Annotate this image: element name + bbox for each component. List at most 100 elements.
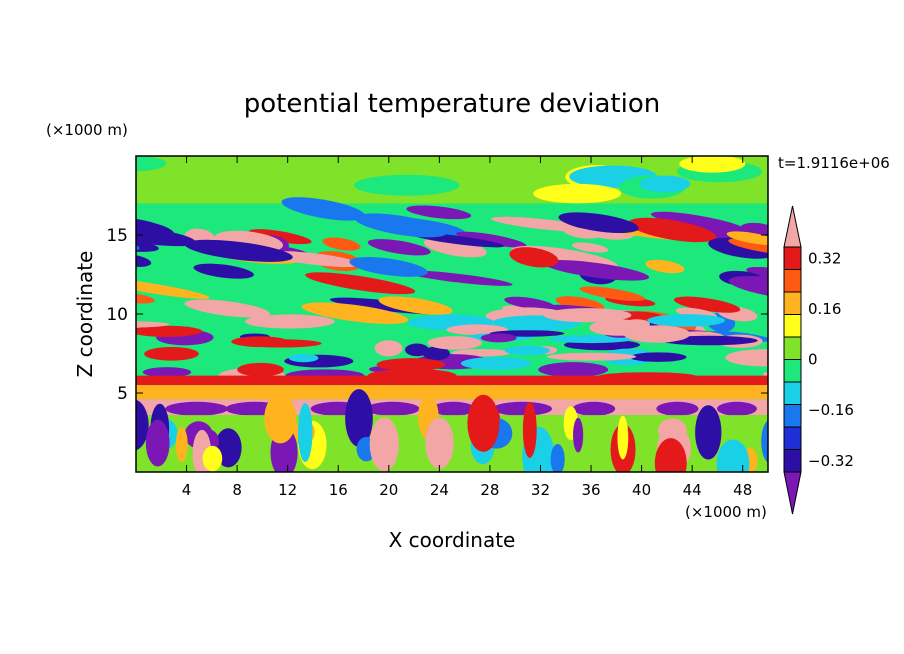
wave-blob [349, 257, 428, 277]
colorbar-tick-label: 0.32 [808, 249, 841, 267]
convective-cell [695, 405, 722, 460]
colorbar-box [783, 246, 802, 270]
mixed-blob [239, 339, 322, 348]
convective-cell [573, 417, 584, 453]
y-tick-label: 10 [106, 305, 128, 325]
mixed-blob [427, 336, 482, 350]
wave-blob [423, 237, 487, 258]
cold-lens [165, 401, 228, 416]
wave-blob [305, 272, 416, 295]
x-tick-label: 24 [430, 481, 449, 499]
colorbar-box [783, 269, 802, 293]
x-tick-label: 48 [733, 481, 752, 499]
x-tick-label: 44 [683, 481, 702, 499]
mixed-blob [480, 333, 517, 343]
colorbar-tick-label: −0.32 [808, 452, 854, 470]
colorbar-tick-label: −0.16 [808, 401, 854, 419]
colorbar-tick-label: 0.16 [808, 300, 841, 318]
x-tick-label: 16 [329, 481, 348, 499]
wave-blob [403, 270, 513, 286]
x-axis-ticks: 4 8 12 16 20 24 28 32 36 40 44 48 [182, 156, 752, 499]
wave-blob [136, 293, 155, 304]
x-tick-label: 36 [581, 481, 600, 499]
wave-blob [555, 296, 605, 311]
y-axis-ticks: 5 10 15 [106, 226, 768, 404]
wave-blob [193, 263, 254, 279]
mixed-blob [623, 319, 651, 329]
wave-blob [378, 296, 453, 315]
yellow-stripe [136, 385, 768, 400]
y-axis-unit: (×1000 m) [46, 121, 128, 139]
mixed-blob [725, 349, 768, 367]
convective-cell [522, 401, 537, 458]
wave-blob [268, 251, 361, 268]
mixed-blob [629, 352, 687, 362]
x-axis-unit: (×1000 m) [685, 503, 767, 521]
wave-blob [543, 260, 650, 281]
wave-blob [504, 296, 555, 310]
mixed-blob [504, 345, 551, 356]
mixed-blob [288, 353, 319, 363]
mixed-blob [460, 356, 532, 370]
colorbar-box [783, 291, 802, 315]
wave-blob [579, 286, 645, 301]
x-tick-label: 8 [232, 481, 242, 499]
wave-blob [184, 299, 270, 318]
wave-blob [301, 302, 409, 324]
cold-lens [656, 401, 699, 416]
mixed-blob [144, 347, 199, 361]
colorbar-top-arrow [783, 205, 802, 248]
y-axis-label: Z coordinate [73, 251, 97, 378]
x-axis-label: X coordinate [389, 528, 516, 552]
colorbar-box [783, 381, 802, 405]
mixed-blob [374, 340, 403, 357]
x-tick-label: 40 [632, 481, 651, 499]
convective-cell [550, 443, 565, 472]
convective-cell [298, 403, 313, 463]
warm-stripe [136, 375, 768, 386]
wave-blob [322, 237, 361, 251]
wave-blob [367, 239, 431, 256]
mixed-blob [623, 325, 691, 343]
convective-cell [264, 393, 297, 444]
x-tick-label: 28 [480, 481, 499, 499]
colorbar: 0.32 0.16 0 −0.16 −0.32 [783, 205, 854, 515]
colorbar-box [783, 426, 802, 450]
mixed-blob [376, 358, 446, 372]
mixed-blob [543, 308, 632, 323]
convective-cell [136, 399, 149, 451]
x-tick-label: 4 [182, 481, 192, 499]
cold-lens [716, 401, 757, 416]
wave-blob [455, 231, 527, 248]
convective-cell [761, 420, 768, 463]
mixed-blob [647, 314, 726, 327]
convective-cell [175, 427, 188, 463]
wave-blob [406, 205, 472, 220]
mixed-blob [405, 343, 429, 357]
cold-lens [365, 401, 420, 416]
calm-blob [533, 183, 622, 204]
colorbar-box [783, 449, 802, 473]
mixed-blob [245, 314, 335, 329]
mixed-blob [422, 346, 450, 361]
mixed-blob [237, 362, 284, 377]
cold-lens [492, 401, 553, 416]
field-bands [136, 156, 768, 472]
mixed-blob [538, 362, 609, 377]
convective-cell [425, 417, 454, 469]
wave-blob [728, 275, 768, 302]
wave-blob [645, 259, 685, 274]
mixed-blob [136, 321, 170, 328]
convective-cell [617, 415, 629, 460]
contour-field [136, 156, 768, 472]
mixed-blob [451, 349, 512, 357]
wave-blob [354, 213, 447, 238]
y-tick-label: 5 [117, 384, 128, 404]
convective-cell [716, 439, 750, 472]
wave-blob [509, 247, 559, 268]
cold-lens [572, 401, 616, 416]
wave-blob [558, 212, 639, 234]
wave-blob [673, 296, 741, 313]
wave-blob [281, 197, 366, 221]
